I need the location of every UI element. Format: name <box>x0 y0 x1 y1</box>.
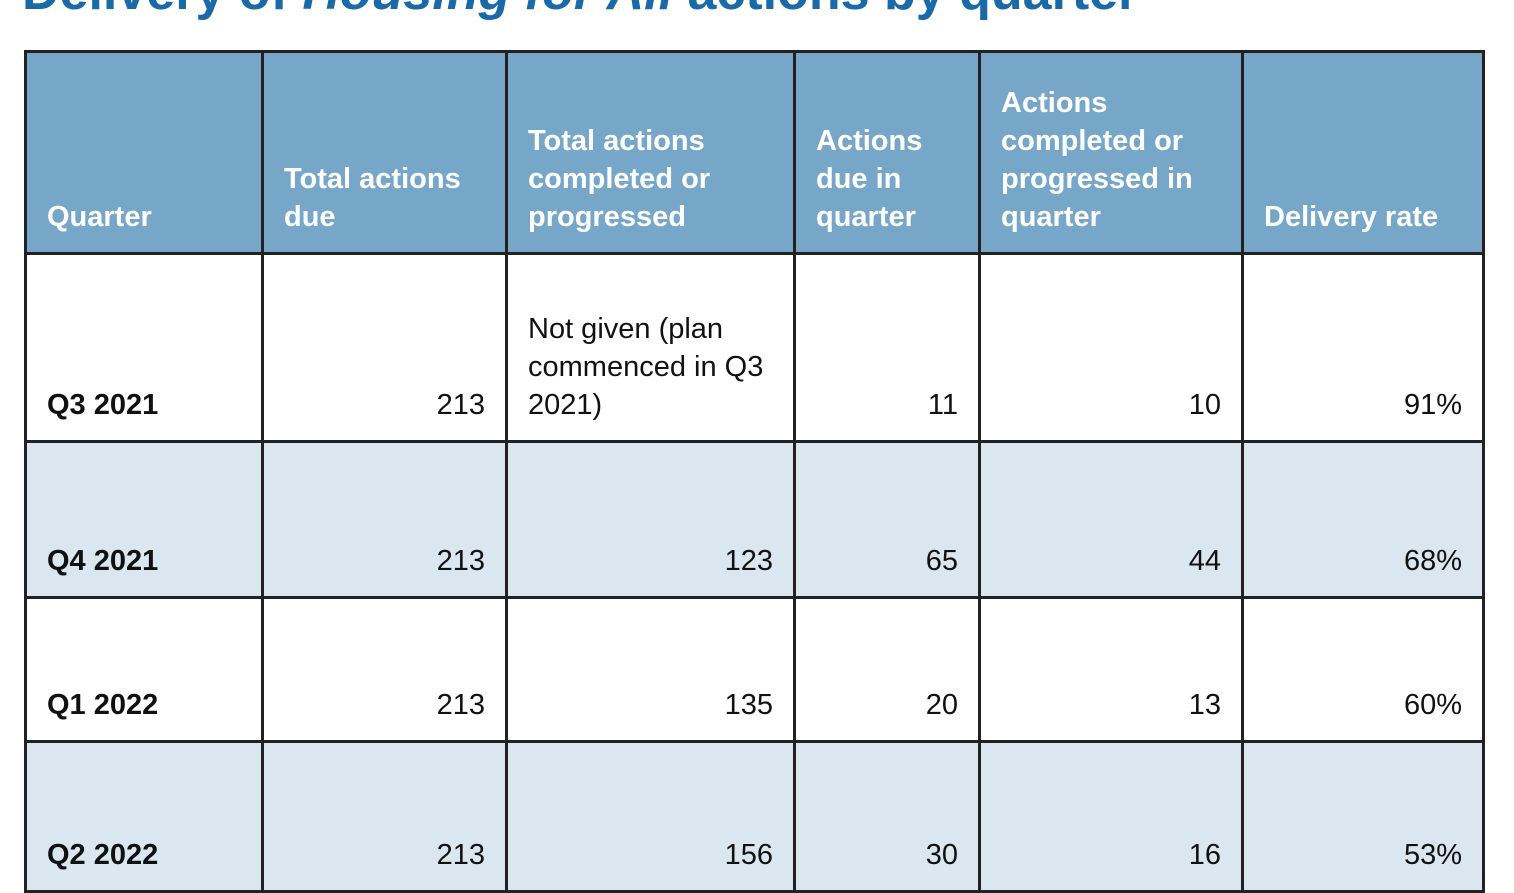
table-row: Q2 2022 213 156 30 16 53% <box>24 740 1485 893</box>
value-cell: 213 <box>261 740 508 893</box>
header-cell: Actions completed or progressed in quart… <box>978 50 1244 255</box>
header-cell: Quarter <box>24 50 264 255</box>
table: Quarter Total actions due Total actions co… <box>24 50 1485 893</box>
value-cell: 10 <box>978 252 1244 443</box>
value-cell: Not given (plan commenced in Q3 2021) <box>505 252 796 443</box>
value-cell: 30 <box>793 740 981 893</box>
value-cell: 135 <box>505 596 796 743</box>
quarter-cell: Q1 2022 <box>24 596 264 743</box>
header-cell: Actions due in quarter <box>793 50 981 255</box>
value-cell: 123 <box>505 440 796 599</box>
table-row: Q4 2021 213 123 65 44 68% <box>24 440 1485 599</box>
header-cell: Total actions due <box>261 50 508 255</box>
value-cell: 20 <box>793 596 981 743</box>
title: Delivery of Housing for All actions by q… <box>22 0 1138 22</box>
value-cell: 60% <box>1241 596 1485 743</box>
value-cell: 213 <box>261 440 508 599</box>
title-italic: Housing for All <box>302 0 673 21</box>
value-cell: 44 <box>978 440 1244 599</box>
value-cell: 11 <box>793 252 981 443</box>
value-cell: 13 <box>978 596 1244 743</box>
value-cell: 91% <box>1241 252 1485 443</box>
table-row: Q3 2021 213 Not given (plan commenced in Q… <box>24 252 1485 443</box>
quarter-cell: Q2 2022 <box>24 740 264 893</box>
value-cell: 53% <box>1241 740 1485 893</box>
header-row: Quarter Total actions due Total actions co… <box>24 50 1485 255</box>
value-cell: 16 <box>978 740 1244 893</box>
title-text: Delivery of <box>22 0 288 21</box>
value-cell: 213 <box>261 596 508 743</box>
header-cell: Delivery rate <box>1241 50 1485 255</box>
value-cell: 156 <box>505 740 796 893</box>
header-cell: Total actions completed or progressed <box>505 50 796 255</box>
title-text: actions by quarter <box>688 0 1139 21</box>
value-cell: 68% <box>1241 440 1485 599</box>
value-cell: 213 <box>261 252 508 443</box>
quarter-cell: Q4 2021 <box>24 440 264 599</box>
page: Delivery of Housing for All actions by q… <box>22 0 1485 893</box>
table-row: Q1 2022 213 135 20 13 60% <box>24 596 1485 743</box>
value-cell: 65 <box>793 440 981 599</box>
quarter-cell: Q3 2021 <box>24 252 264 443</box>
